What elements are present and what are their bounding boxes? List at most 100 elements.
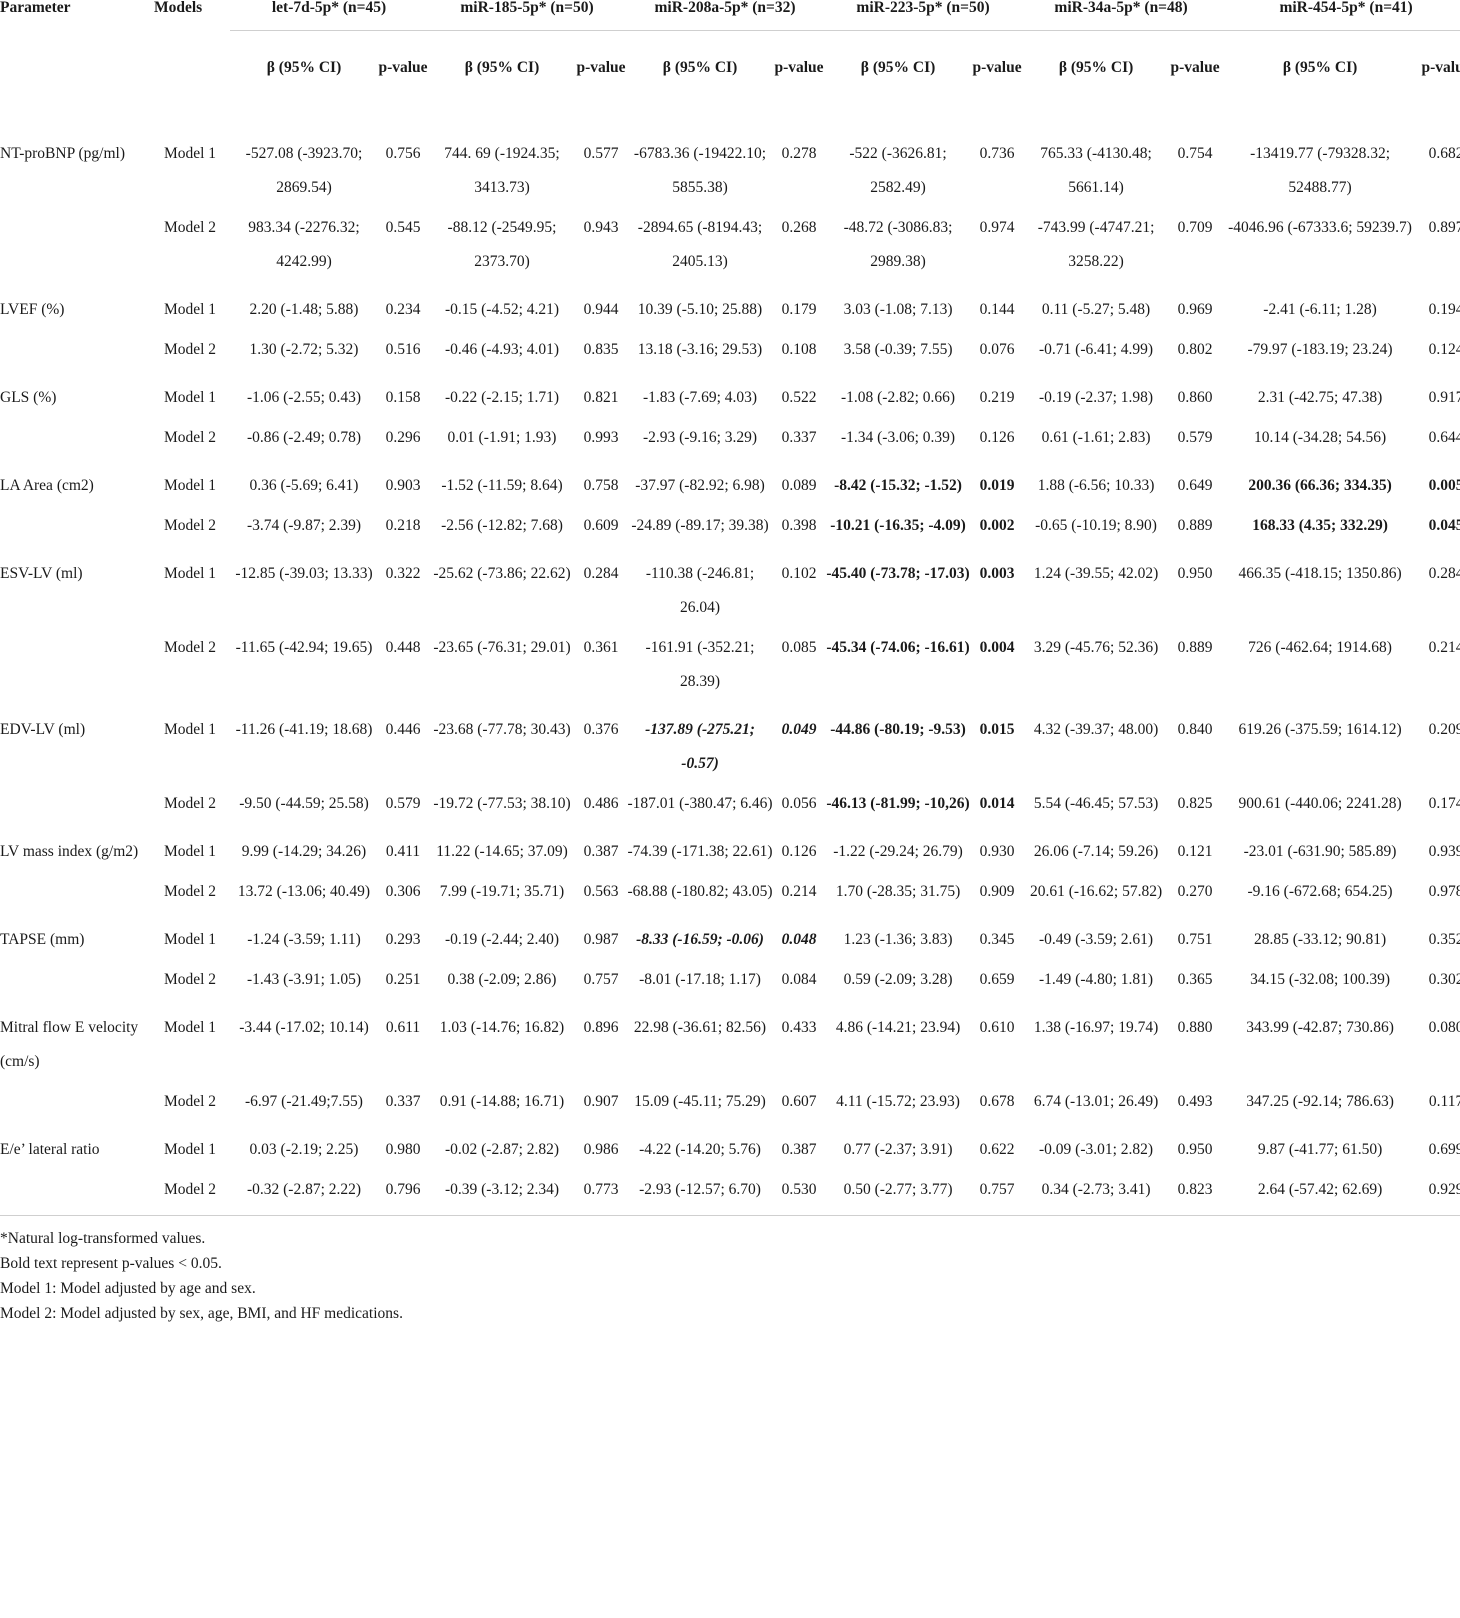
parameter-cell: GLS (%) — [0, 389, 57, 406]
p-value-cell: 0.678 — [979, 1093, 1015, 1110]
model-cell: Model 1 — [163, 565, 217, 582]
p-value-cell: 0.076 — [979, 341, 1015, 358]
parameter-cell: TAPSE (mm) — [0, 931, 85, 948]
p-value-cell: 0.084 — [781, 971, 817, 988]
model-cell: Model 2 — [163, 1093, 217, 1110]
beta-ci-cell: -187.01 (-380.47; 6.46) — [627, 795, 773, 812]
beta-ci-cell: -161.91 (-352.21; 28.39) — [645, 639, 755, 690]
beta-ci-cell: -0.19 (-2.44; 2.40) — [444, 931, 560, 948]
p-value-cell: 0.085 — [781, 639, 817, 656]
beta-ci-cell: 0.61 (-1.61; 2.83) — [1041, 429, 1151, 446]
p-value-cell: 0.709 — [1177, 219, 1213, 236]
footnote-divider — [0, 1215, 1460, 1216]
beta-ci-cell: -6783.36 (-19422.10; 5855.38) — [633, 145, 767, 196]
beta-ci-cell: 1.88 (-6.56; 10.33) — [1037, 477, 1155, 494]
p-value-cell: 0.214 — [1428, 639, 1460, 656]
p-value-cell: 0.773 — [583, 1181, 619, 1198]
table-row: E/e’ lateral ratio Model 1 0.03 (-2.19; 2.… — [0, 1127, 1460, 1167]
parameter-cell: Mitral flow E velocity (cm/s) — [0, 1019, 139, 1070]
p-value-cell: 0.987 — [583, 931, 619, 948]
parameter-cell — [0, 1079, 150, 1127]
p-value-cell: 0.121 — [1177, 843, 1213, 860]
beta-ci-cell: 3.03 (-1.08; 7.13) — [843, 301, 953, 318]
beta-ci-cell: 1.70 (-28.35; 31.75) — [835, 883, 961, 900]
beta-ci-cell: 4.86 (-14.21; 23.94) — [835, 1019, 961, 1036]
beta-ci-cell: 11.22 (-14.65; 37.09) — [436, 843, 568, 860]
beta-ci-cell: -10.21 (-16.35; -4.09) — [830, 517, 966, 534]
beta-ci-cell: -24.89 (-89.17; 39.38) — [631, 517, 769, 534]
beta-ci-cell: 3.58 (-0.39; 7.55) — [843, 341, 953, 358]
p-value-cell: 0.002 — [979, 517, 1015, 534]
beta-ci-cell: 1.24 (-39.55; 42.02) — [1033, 565, 1159, 582]
p-value-cell: 0.306 — [385, 883, 421, 900]
parameter-cell: LA Area (cm2) — [0, 477, 94, 494]
beta-ci-cell: 619.26 (-375.59; 1614.12) — [1238, 721, 1402, 738]
beta-ci-cell: -48.72 (-3086.83; 2989.38) — [843, 219, 953, 270]
model-cell: Model 1 — [163, 389, 217, 406]
table-row: LV mass index (g/m2) Model 1 9.99 (-14.29;… — [0, 829, 1460, 869]
beta-ci-cell: -0.86 (-2.49; 0.78) — [246, 429, 362, 446]
p-value-cell: 0.337 — [385, 1093, 421, 1110]
beta-ci-cell: 0.03 (-2.19; 2.25) — [249, 1141, 359, 1158]
footnote: Bold text represent p-values < 0.05. — [0, 1255, 222, 1272]
table-row: Model 2 -6.97 (-21.49;7.55) 0.337 0.91 (-14… — [0, 1079, 1460, 1127]
beta-ci-cell: 0.36 (-5.69; 6.41) — [249, 477, 359, 494]
beta-ci-cell: 200.36 (66.36; 334.35) — [1248, 477, 1392, 494]
beta-ci-cell: -0.49 (-3.59; 2.61) — [1039, 931, 1154, 948]
beta-ci-cell: 15.09 (-45.11; 75.29) — [634, 1093, 766, 1110]
beta-ci-cell: 726 (-462.64; 1914.68) — [1248, 639, 1392, 656]
p-value-cell: 0.978 — [1428, 883, 1460, 900]
parameter-cell — [0, 1167, 150, 1213]
table-body: NT-proBNP (pg/ml) Model 1 -527.08 (-3923.7… — [0, 131, 1460, 1213]
p-value-cell: 0.530 — [781, 1181, 817, 1198]
beta-ci-cell: -527.08 (-3923.70; 2869.54) — [245, 145, 363, 196]
beta-ci-cell: -1.34 (-3.06; 0.39) — [840, 429, 956, 446]
model-cell: Model 1 — [163, 301, 217, 318]
header-models: Models — [154, 0, 203, 16]
regression-table: Parameter Models let-7d-5p* (n=45) miR-1… — [0, 0, 1460, 1213]
beta-ci-cell: -0.46 (-4.93; 4.01) — [444, 341, 560, 358]
model-cell: Model 2 — [163, 971, 217, 988]
header-mirna: let-7d-5p* (n=45) — [230, 0, 428, 31]
beta-ci-cell: -9.50 (-44.59; 25.58) — [239, 795, 369, 812]
parameter-cell — [0, 957, 150, 1005]
p-value-cell: 0.448 — [385, 639, 421, 656]
p-value-cell: 0.174 — [1428, 795, 1460, 812]
table-row: ESV-LV (ml) Model 1 -12.85 (-39.03; 13.33)… — [0, 551, 1460, 625]
parameter-cell — [0, 625, 150, 707]
p-value-cell: 0.563 — [583, 883, 619, 900]
beta-ci-cell: -1.49 (-4.80; 1.81) — [1039, 971, 1154, 988]
beta-ci-cell: -0.32 (-2.87; 2.22) — [246, 1181, 362, 1198]
p-value-cell: 0.322 — [385, 565, 421, 582]
p-value-cell: 0.909 — [979, 883, 1015, 900]
p-value-cell: 0.337 — [781, 429, 817, 446]
beta-ci-cell: 765.33 (-4130.48; 5661.14) — [1040, 145, 1152, 196]
p-value-cell: 0.234 — [385, 301, 421, 318]
beta-ci-cell: -23.68 (-77.78; 30.43) — [433, 721, 571, 738]
p-value-cell: 0.045 — [1428, 517, 1460, 534]
p-value-cell: 0.251 — [385, 971, 421, 988]
beta-ci-cell: 22.98 (-36.61; 82.56) — [633, 1019, 767, 1036]
parameter-cell — [0, 781, 150, 829]
table-row: Model 2 1.30 (-2.72; 5.32) 0.516 -0.46 (-4.… — [0, 327, 1460, 375]
beta-ci-cell: -2894.65 (-8194.43; 2405.13) — [637, 219, 763, 270]
p-value-cell: 0.014 — [979, 795, 1015, 812]
p-value-cell: 0.302 — [1428, 971, 1460, 988]
p-value-cell: 0.889 — [1177, 517, 1213, 534]
beta-ci-cell: -0.22 (-2.15; 1.71) — [444, 389, 560, 406]
header-parameter: Parameter — [0, 0, 71, 16]
beta-ci-cell: 0.59 (-2.09; 3.28) — [843, 971, 953, 988]
p-value-cell: 0.019 — [979, 477, 1015, 494]
beta-ci-cell: -8.42 (-15.32; -1.52) — [834, 477, 962, 494]
footnote: Model 2: Model adjusted by sex, age, BMI… — [0, 1305, 403, 1322]
p-value-cell: 0.974 — [979, 219, 1015, 236]
p-value-cell: 0.270 — [1177, 883, 1213, 900]
p-value-cell: 0.754 — [1177, 145, 1213, 162]
p-value-cell: 0.823 — [1177, 1181, 1213, 1198]
p-value-cell: 0.179 — [781, 301, 817, 318]
beta-ci-cell: 347.25 (-92.14; 786.63) — [1246, 1093, 1394, 1110]
p-value-cell: 0.649 — [1177, 477, 1213, 494]
p-value-cell: 0.144 — [979, 301, 1015, 318]
header-beta: β (95% CI) — [860, 59, 936, 76]
beta-ci-cell: 3.29 (-45.76; 52.36) — [1033, 639, 1159, 656]
